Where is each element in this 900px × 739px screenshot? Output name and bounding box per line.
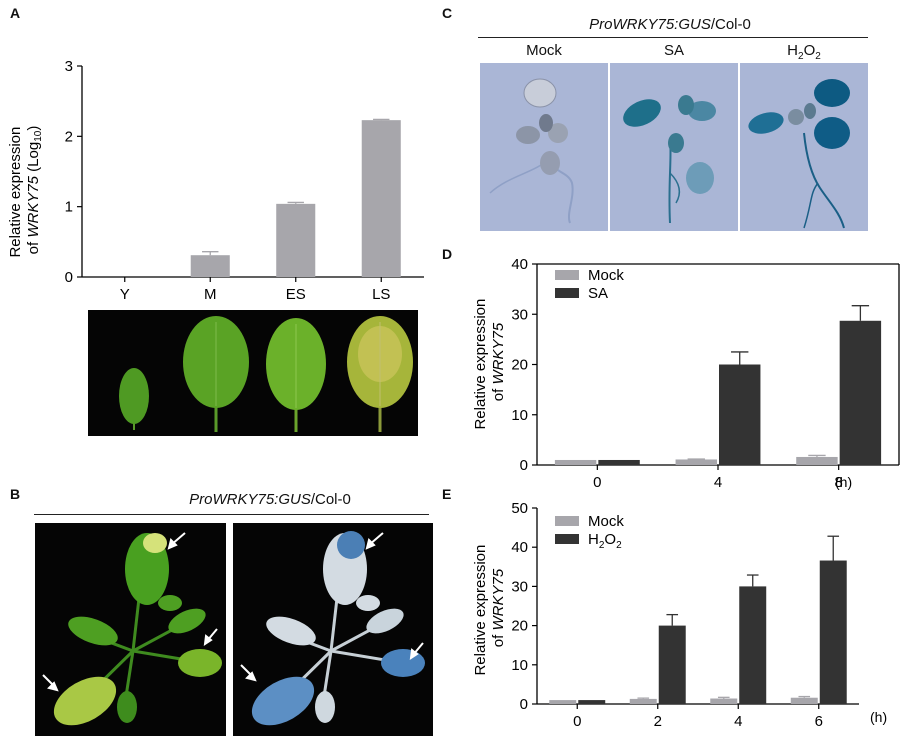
legend-h2o2-label: H2O2 [588,531,622,551]
panel-e-ylabel: Relative expression of WRKY75 [472,540,507,675]
panel-b-header-line [34,514,429,515]
bar [598,459,640,465]
y-tick-label: 30 [511,306,528,323]
y-tick-label: 50 [511,500,528,517]
panel-e-letter: E [442,486,452,502]
panel-d-letter: D [442,246,453,262]
y-tick-label: 0 [520,696,528,713]
x-tick-label: Y [120,286,130,303]
legend-mock-label-e: Mock [588,513,624,530]
bar [675,459,717,465]
y-tick-label: 30 [511,578,528,595]
bar [839,320,882,465]
panel-d-ylabel: Relative expression of WRKY75 [472,294,507,429]
rosette-photo [35,523,226,736]
x-tick-label: LS [372,286,390,303]
panel-b-header: ProWRKY75:GUS/Col-0 [189,491,351,508]
panel-a-letter: A [10,5,21,21]
col-label-h2o2: H2O2 [787,42,821,62]
legend-mock-swatch-e [555,516,579,526]
bar [549,700,577,704]
y-tick-label: 10 [511,657,528,674]
panel-e-chart: 0 10 20 30 40 50 0 2 4 6 Relative expression of W… [472,500,887,730]
panel-a-ylabel: Relative expression of WRKY75 (Log10) [7,122,44,257]
y-tick-label: 1 [65,199,73,216]
panel-d-unit: (h) [835,474,852,490]
seedling-h2o2-photo [740,63,868,231]
y-tick-label: 0 [520,457,528,474]
bar [719,364,761,465]
bar [276,203,316,277]
panel-c-header-line [478,37,868,38]
bar [710,698,738,704]
bar [796,456,838,465]
rosette-gus-photo [233,523,433,736]
x-tick-label: 2 [654,713,662,730]
seedling-sa-photo [610,63,738,231]
bar [629,698,657,704]
panel-b-letter: B [10,486,21,502]
x-tick-label: 6 [815,713,823,730]
y-tick-label: 2 [65,128,73,145]
x-tick-label: 0 [593,474,601,490]
bar [739,586,767,704]
x-tick-label: 8 [834,474,842,490]
legend-mock-label: Mock [588,267,624,284]
x-tick-label: 0 [573,713,581,730]
y-tick-label: 20 [511,357,528,374]
panel-d-chart: 0 10 20 30 40 0 4 8 Relative expression of WRKY… [472,256,900,490]
y-tick-label: 20 [511,618,528,635]
legend-h2o2-swatch [555,534,579,544]
x-tick-label: 4 [734,713,742,730]
y-tick-label: 40 [511,539,528,556]
bar [819,560,847,704]
y-tick-label: 40 [511,256,528,273]
leaf-senescence-photo [88,310,418,436]
panel-c-header: ProWRKY75:GUS/Col-0 [589,16,751,33]
y-tick-label: 10 [511,407,528,424]
y-tick-label: 0 [65,269,73,286]
bar [578,700,606,704]
bar [361,120,401,277]
x-tick-label: M [204,286,217,303]
col-label-sa: SA [663,42,684,59]
panel-c-letter: C [442,5,453,21]
legend-sa-swatch [555,288,579,298]
panel-e-unit: (h) [870,709,887,725]
legend-sa-label: SA [588,285,608,302]
x-tick-label: 4 [714,474,722,490]
y-tick-label: 3 [65,58,73,75]
bar [190,255,230,277]
bar [554,459,597,465]
x-tick-label: ES [286,286,306,303]
panel-a-chart: 0 1 2 3 Y M ES LS Relative expression of WRKY75… [7,58,424,303]
bar [658,625,686,704]
col-label-mock: Mock [526,42,562,59]
legend-mock-swatch [555,270,579,280]
seedling-mock-photo [480,63,608,231]
bar [790,697,818,704]
